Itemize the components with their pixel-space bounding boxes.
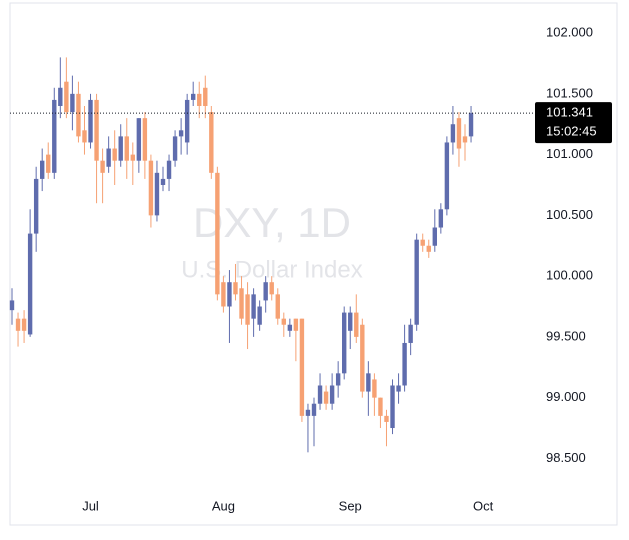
candle-body xyxy=(136,118,142,161)
candle-body xyxy=(360,324,365,392)
candle-body xyxy=(124,136,129,161)
candle-body xyxy=(154,172,160,216)
candle-body xyxy=(33,178,39,234)
candle-body xyxy=(414,239,419,325)
candle-body xyxy=(197,93,202,106)
candle-body xyxy=(40,160,45,179)
candle-body xyxy=(251,294,256,319)
candle-body xyxy=(245,294,250,325)
candle-body xyxy=(130,154,135,161)
x-tick-label: Sep xyxy=(339,498,362,513)
candle-body xyxy=(9,300,15,311)
y-tick-label: 98.500 xyxy=(546,450,586,465)
candle-body xyxy=(172,136,178,161)
candle-body xyxy=(293,318,299,331)
candle-body xyxy=(444,142,450,210)
candle-body xyxy=(118,136,123,161)
candle-body xyxy=(76,93,81,137)
candle-body xyxy=(378,397,383,416)
candle-body xyxy=(15,318,21,331)
candle-body xyxy=(209,112,214,173)
candle-body xyxy=(160,178,166,185)
candle-body xyxy=(166,160,172,179)
candle-body xyxy=(384,415,389,422)
candle-body xyxy=(438,209,444,228)
candle-body xyxy=(275,294,280,319)
y-tick-label: 100.000 xyxy=(546,268,593,283)
candle-body xyxy=(450,124,456,143)
y-tick-label: 102.000 xyxy=(546,25,593,40)
candle-body xyxy=(178,130,184,137)
candle-body xyxy=(299,318,305,416)
candle-body xyxy=(94,99,99,161)
candle-body xyxy=(408,324,413,343)
candle-body xyxy=(329,385,335,404)
candle-body xyxy=(390,385,395,429)
candle-body xyxy=(112,148,117,161)
y-tick-label: 100.500 xyxy=(546,207,593,222)
candle-body xyxy=(456,118,462,149)
candle-body xyxy=(305,409,311,416)
candle-body xyxy=(335,373,341,386)
candle-body xyxy=(58,87,63,106)
candle-body xyxy=(263,282,268,301)
candle-body xyxy=(46,154,51,173)
candle-body xyxy=(227,282,232,307)
last-price-box xyxy=(535,102,612,144)
x-tick-label: Aug xyxy=(212,498,235,513)
candle-body xyxy=(233,282,238,295)
candle-body xyxy=(257,306,262,325)
candle-body xyxy=(420,239,425,246)
candle-body xyxy=(184,99,190,143)
candle-body xyxy=(64,81,69,113)
candle-body xyxy=(342,312,347,374)
candle-body xyxy=(269,282,274,295)
candle-body xyxy=(239,288,244,319)
candle-body xyxy=(106,148,111,167)
y-tick-label: 101.500 xyxy=(546,85,593,100)
candle-body xyxy=(348,312,353,331)
candle-body xyxy=(52,99,57,173)
candle-body xyxy=(70,93,75,113)
candle-body xyxy=(426,245,431,252)
candle-body xyxy=(21,318,27,331)
y-tick-label: 101.000 xyxy=(546,146,593,161)
x-tick-label: Jul xyxy=(82,498,99,513)
y-tick-label: 99.000 xyxy=(546,389,586,404)
candle-body xyxy=(142,118,148,161)
candle-body xyxy=(432,227,437,246)
candle-body xyxy=(203,87,208,106)
candle-body xyxy=(317,385,323,404)
candle-body xyxy=(366,373,371,392)
candle-body xyxy=(462,136,468,143)
candle-body xyxy=(148,160,154,216)
candle-body xyxy=(191,93,196,100)
last-price-label: 101.341 xyxy=(546,105,593,120)
y-tick-label: 99.500 xyxy=(546,328,586,343)
x-tick-label: Oct xyxy=(473,498,494,513)
candle-body xyxy=(354,312,359,337)
candle-body xyxy=(88,99,93,143)
candle-body xyxy=(82,130,87,143)
candle-body xyxy=(372,379,377,398)
candle-body xyxy=(402,342,407,386)
candle-body xyxy=(215,172,220,295)
candle-body xyxy=(396,385,401,392)
candle-body xyxy=(100,160,105,173)
candle-body xyxy=(287,324,293,331)
countdown-label: 15:02:45 xyxy=(546,124,597,139)
candle-body xyxy=(323,391,329,404)
candle-body xyxy=(468,113,474,137)
candle-body xyxy=(311,403,317,416)
candle-body xyxy=(281,318,286,325)
candle-body xyxy=(27,233,33,335)
candle-body xyxy=(221,282,226,307)
